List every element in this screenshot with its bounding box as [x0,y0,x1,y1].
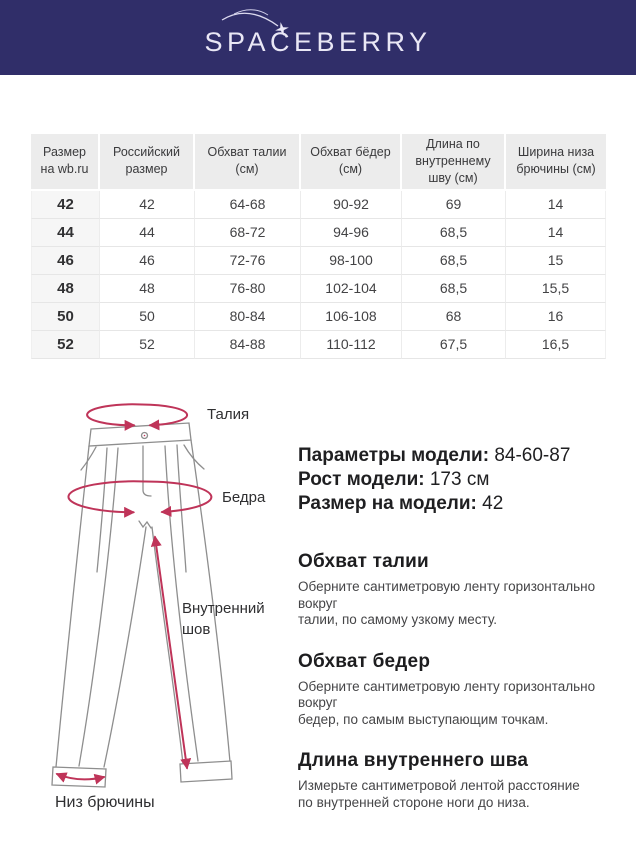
table-cell: 68 [402,302,506,331]
table-cell: 110-112 [301,330,402,359]
model-info-line: Параметры модели: 84-60-87 [298,444,628,468]
size-table-body: 42 42 64-68 90-92 69 14 44 44 68-72 94-96 68,5 14 46… [31,190,606,359]
table-cell: 52 [100,330,195,359]
pants-illustration [51,403,233,788]
table-cell: 48 [100,274,195,303]
table-cell: 68,5 [402,246,506,275]
table-cell: 44 [100,218,195,247]
table-cell: 50 [100,302,195,331]
table-row: 42 42 64-68 90-92 69 14 [31,190,606,219]
brand-logo: SPACEBERRY [204,9,432,58]
table-cell: 16,5 [506,330,606,359]
model-info-label: Параметры модели: [298,445,490,466]
table-cell: 68,5 [402,218,506,247]
brand-name: SPACEBERRY [204,27,432,57]
table-cell: 14 [506,190,606,219]
column-header-3: Обхват бёдер (см) [301,134,402,191]
table-cell: 15,5 [506,274,606,303]
column-header-4: Длина по внутреннему шву (см) [402,134,506,191]
table-row: 46 46 72-76 98-100 68,5 15 [31,246,606,275]
table-cell: 94-96 [301,218,402,247]
size-table-header-row: Размер на wb.ru Российский размер Обхват т… [31,134,606,191]
table-cell: 42 [31,190,100,219]
table-cell: 46 [31,246,100,275]
table-row: 50 50 80-84 106-108 68 16 [31,302,606,331]
guide-section: Длина внутреннего шва Измерьте сантиметро… [298,750,632,811]
table-cell: 84-88 [195,330,301,359]
table-cell: 15 [506,246,606,275]
pants-measurement-diagram: Талия Бедра Внутренний шов Низ брючины [30,390,290,820]
model-info: Параметры модели: 84-60-87 Рост модели: 1… [298,444,628,516]
column-header-0: Размер на wb.ru [31,134,100,191]
table-cell: 52 [31,330,100,359]
table-cell: 102-104 [301,274,402,303]
hem-label: Низ брючины [55,794,155,811]
table-cell: 69 [402,190,506,219]
guide-section-title: Обхват талии [298,551,429,572]
model-info-value: 173 см [424,469,490,490]
column-header-2: Обхват талии (см) [195,134,301,191]
model-info-line: Размер на модели: 42 [298,492,628,516]
guide-section-body: Оберните сантиметровую ленту горизонталь… [298,678,596,727]
table-row: 44 44 68-72 94-96 68,5 14 [31,218,606,247]
column-header-1: Российский размер [100,134,195,191]
guide-section-body: Измерьте сантиметровой лентой расстояние… [298,778,580,810]
table-cell: 72-76 [195,246,301,275]
guide-section: Обхват талии Оберните сантиметровую ленту… [298,551,632,629]
table-row: 48 48 76-80 102-104 68,5 15,5 [31,274,606,303]
guide-section-body: Оберните сантиметровую ленту горизонталь… [298,579,596,627]
table-cell: 80-84 [195,302,301,331]
table-cell: 64-68 [195,190,301,219]
model-info-label: Рост модели: [298,469,425,490]
model-info-line: Рост модели: 173 см [298,468,628,492]
guide-section-title: Длина внутреннего шва [298,750,529,771]
table-cell: 44 [31,218,100,247]
inseam-label: Внутренний шов [182,600,265,638]
guide-section-title: Обхват бедер [298,650,431,672]
table-cell: 48 [31,274,100,303]
table-cell: 42 [100,190,195,219]
table-cell: 68-72 [195,218,301,247]
table-cell: 106-108 [301,302,402,331]
measurement-guide: Обхват талии Оберните сантиметровую ленту… [298,551,632,833]
model-info-value: 84-60-87 [489,445,571,466]
waist-label: Талия [207,406,250,423]
table-cell: 76-80 [195,274,301,303]
shooting-star-icon [222,9,290,36]
model-info-value: 42 [476,493,504,514]
table-cell: 14 [506,218,606,247]
table-cell: 90-92 [301,190,402,219]
table-row: 52 52 84-88 110-112 67,5 16,5 [31,330,606,359]
table-cell: 68,5 [402,274,506,303]
size-table: Размер на wb.ru Российский размер Обхват т… [31,134,606,359]
model-info-label: Размер на модели: [298,493,477,514]
table-cell: 98-100 [301,246,402,275]
table-cell: 16 [506,302,606,331]
hips-label: Бедра [222,489,266,506]
table-cell: 67,5 [402,330,506,359]
table-cell: 46 [100,246,195,275]
brand-header: SPACEBERRY [0,0,636,75]
column-header-5: Ширина низа брючины (см) [506,134,606,191]
guide-section: Обхват бедер Оберните сантиметровую ленту… [298,651,632,729]
table-cell: 50 [31,302,100,331]
